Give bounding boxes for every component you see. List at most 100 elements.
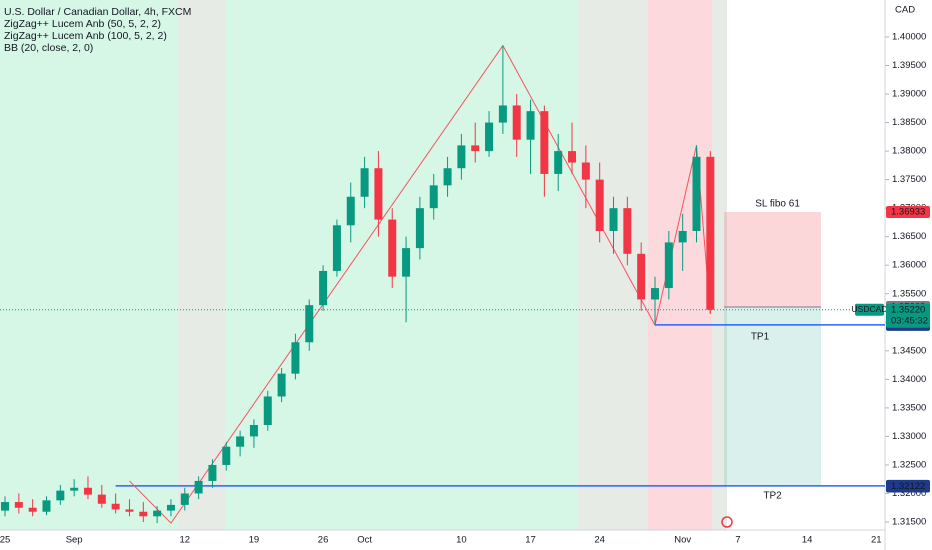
candle-body [277, 373, 286, 397]
candle-body [1, 502, 9, 511]
x-tick-label: Nov [674, 535, 691, 546]
candle-body [97, 494, 106, 504]
candle-body [402, 248, 411, 277]
candle-body [554, 151, 563, 174]
y-tick-label: 1.31500 [892, 517, 926, 528]
x-tick-label: 25 [0, 535, 10, 546]
x-tick-label: 17 [525, 535, 536, 546]
symbol-label: USDCAD [852, 304, 888, 314]
stop-label: SL fibo 61 [755, 199, 800, 210]
y-tick-label: 1.40000 [892, 31, 926, 42]
candle-body [83, 487, 92, 495]
x-tick-label: 19 [249, 535, 260, 546]
event-icon[interactable] [721, 516, 733, 528]
candle-body [180, 493, 189, 505]
candle-body [415, 208, 424, 249]
candle-body [360, 168, 369, 197]
candle-body [263, 396, 272, 426]
indicator-label: BB (20, close, 2, 0) [4, 42, 93, 54]
y-tick-label: 1.38000 [892, 146, 926, 157]
indicator-label: ZigZag++ Lucem Anb (100, 5, 2, 2) [4, 30, 167, 42]
candle-body [346, 196, 355, 226]
candle-body [498, 105, 507, 123]
price-badge [886, 205, 930, 218]
y-tick-label: 1.36500 [892, 231, 926, 242]
candle-body [526, 111, 535, 140]
candle-body [208, 464, 217, 481]
countdown-label: 03:45:32 [891, 315, 928, 326]
current-price-label: 1.35220 [891, 304, 925, 315]
zone [225, 0, 578, 530]
candle-body [651, 288, 660, 300]
candle-body [236, 436, 245, 447]
zone [648, 0, 712, 530]
x-tick-label: Sep [66, 535, 83, 546]
y-tick-label: 1.34000 [892, 374, 926, 385]
candle-body [194, 480, 203, 494]
candle-body [457, 145, 466, 169]
zone [578, 0, 648, 530]
candle-body [485, 122, 494, 152]
candle-body [512, 105, 521, 140]
chart-title: U.S. Dollar / Canadian Dollar, 4h, FXCM [4, 6, 191, 18]
candle-body [14, 502, 23, 508]
y-tick-label: 1.32500 [892, 459, 926, 470]
candle-body [443, 168, 452, 186]
candle-body [139, 511, 148, 517]
zone-backgrounds [0, 0, 727, 530]
candle-body [568, 151, 577, 163]
y-tick-label: 1.39500 [892, 60, 926, 71]
candle-body [249, 425, 258, 437]
candle-body [166, 504, 175, 511]
current-badge [886, 303, 930, 328]
x-tick-label: 21 [871, 535, 882, 546]
candle-body [540, 111, 549, 174]
currency-label: CAD [895, 5, 915, 16]
target-zone [724, 306, 821, 486]
candle-body [388, 219, 397, 277]
candle-body [623, 208, 632, 254]
candle-body [581, 162, 590, 180]
zone [178, 0, 225, 530]
x-tick-label: 26 [318, 535, 329, 546]
candle-body [111, 503, 120, 510]
candle-body [692, 156, 701, 231]
y-tick-label: 1.33500 [892, 402, 926, 413]
x-tick-label: 24 [594, 535, 605, 546]
candle-body [56, 490, 65, 501]
stop-zone [724, 211, 821, 307]
x-tick-label: 10 [456, 535, 467, 546]
candle-body [374, 168, 383, 220]
candle-body [429, 185, 438, 209]
symbol-badge [855, 303, 884, 316]
x-tick-label: 7 [735, 535, 740, 546]
candle-body [305, 305, 314, 343]
candle-body [706, 156, 715, 310]
target-label: TP2 [763, 490, 782, 501]
price-badge-label: 1.32122 [891, 481, 925, 492]
candle-body [609, 208, 618, 231]
candle-body [28, 507, 37, 512]
y-tick-label: 1.38500 [892, 117, 926, 128]
candle-body [319, 270, 328, 306]
candle-body [222, 446, 231, 465]
price-badge-label: 1.36933 [891, 207, 925, 218]
price-badge [886, 480, 930, 493]
zone [0, 0, 178, 530]
y-tick-label: 1.36000 [892, 260, 926, 271]
x-tick-label: Oct [357, 535, 372, 546]
candle-body [637, 253, 646, 300]
zone [712, 0, 727, 530]
x-tick-label: 14 [802, 535, 813, 546]
y-tick-label: 1.37500 [892, 174, 926, 185]
indicator-label: ZigZag++ Lucem Anb (50, 5, 2, 2) [4, 18, 161, 30]
line-label: TP1 [751, 332, 770, 343]
candle-body [678, 230, 687, 243]
y-tick-label: 1.39000 [892, 89, 926, 100]
candle-body [153, 510, 162, 517]
y-tick-label: 1.34500 [892, 345, 926, 356]
y-tick-label: 1.32000 [892, 488, 926, 499]
candle-body [291, 342, 300, 374]
x-tick-label: 12 [180, 535, 191, 546]
